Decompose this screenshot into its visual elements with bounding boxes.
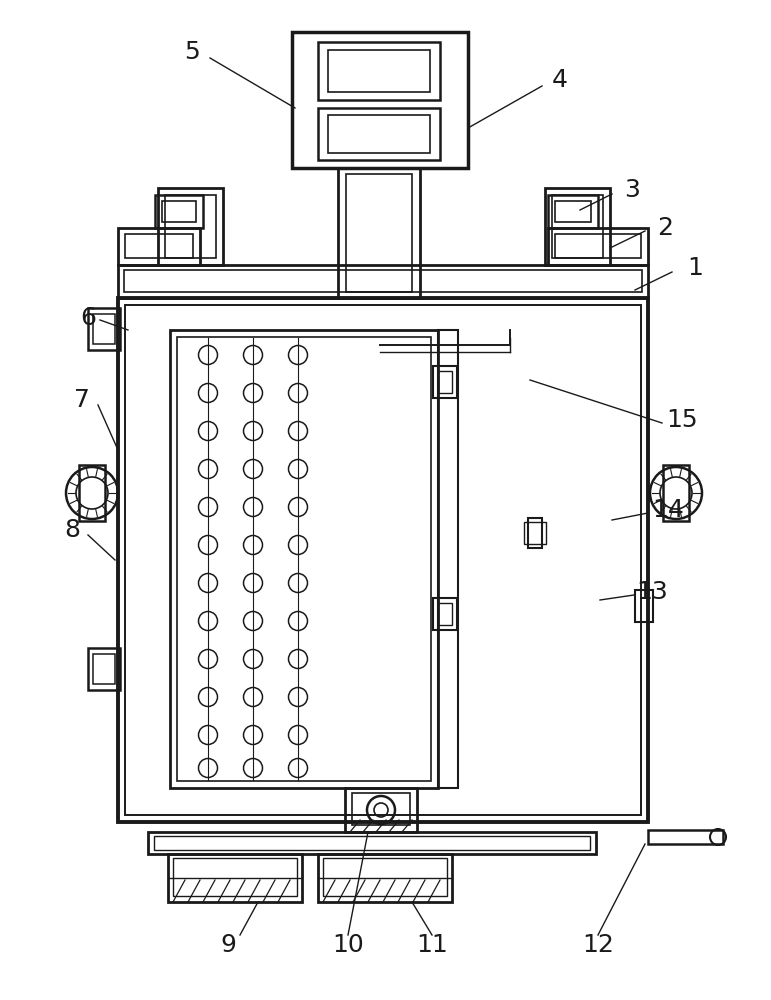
Bar xyxy=(438,330,458,788)
Bar xyxy=(118,228,200,265)
Text: 6: 6 xyxy=(80,306,96,330)
Bar xyxy=(118,265,648,298)
Bar xyxy=(125,234,193,258)
Bar xyxy=(168,854,302,902)
Bar xyxy=(328,50,430,92)
Text: 4: 4 xyxy=(552,68,568,92)
Bar xyxy=(338,168,420,298)
Bar xyxy=(663,465,689,521)
Bar xyxy=(155,195,203,228)
Bar xyxy=(438,371,452,393)
Text: 15: 15 xyxy=(666,408,698,432)
Bar xyxy=(438,603,452,625)
Text: 9: 9 xyxy=(220,933,236,957)
Text: 10: 10 xyxy=(332,933,364,957)
Bar xyxy=(158,188,223,265)
Bar xyxy=(552,195,603,258)
Bar xyxy=(88,308,120,350)
Bar xyxy=(328,115,430,153)
Bar xyxy=(524,522,546,544)
Bar xyxy=(433,598,457,630)
Bar xyxy=(162,201,196,222)
Bar xyxy=(545,188,610,265)
Bar xyxy=(88,648,120,690)
Text: 3: 3 xyxy=(624,178,640,202)
Bar xyxy=(548,195,598,228)
Bar xyxy=(154,836,590,850)
Bar xyxy=(93,654,115,684)
Bar xyxy=(177,337,431,781)
Bar xyxy=(555,201,591,222)
Text: 11: 11 xyxy=(416,933,448,957)
Bar xyxy=(648,830,723,844)
Bar xyxy=(318,42,440,100)
Bar xyxy=(170,330,438,788)
Bar xyxy=(93,314,115,344)
Bar xyxy=(118,298,648,822)
Bar xyxy=(125,305,641,815)
Bar xyxy=(318,854,452,902)
Bar xyxy=(548,228,648,265)
Text: 5: 5 xyxy=(184,40,200,64)
Text: 14: 14 xyxy=(652,498,684,522)
Bar xyxy=(165,195,216,258)
Bar xyxy=(79,465,105,521)
Bar xyxy=(352,793,410,825)
Text: 1: 1 xyxy=(687,256,703,280)
Bar xyxy=(318,108,440,160)
Text: 8: 8 xyxy=(64,518,80,542)
Bar xyxy=(433,366,457,398)
Text: 12: 12 xyxy=(582,933,614,957)
Text: 2: 2 xyxy=(657,216,673,240)
Bar xyxy=(528,518,542,548)
Bar xyxy=(345,788,417,832)
Bar xyxy=(555,234,641,258)
Text: 7: 7 xyxy=(74,388,90,412)
Bar xyxy=(346,174,412,292)
Bar xyxy=(148,832,596,854)
Bar xyxy=(173,858,297,896)
Text: 13: 13 xyxy=(636,580,668,604)
Bar xyxy=(323,858,447,896)
Bar xyxy=(292,32,468,168)
Bar xyxy=(635,590,653,622)
Bar xyxy=(124,270,642,292)
